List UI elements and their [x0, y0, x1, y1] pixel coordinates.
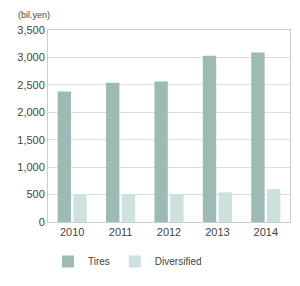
svg-text:Diversified: Diversified — [155, 256, 202, 267]
svg-text:0: 0 — [39, 216, 45, 228]
svg-text:1,000: 1,000 — [17, 161, 45, 173]
svg-text:2010: 2010 — [60, 226, 84, 238]
svg-text:2,500: 2,500 — [17, 79, 45, 91]
svg-text:2013: 2013 — [205, 226, 229, 238]
svg-text:2,000: 2,000 — [17, 106, 45, 118]
svg-text:Tires: Tires — [88, 256, 110, 267]
svg-text:2014: 2014 — [254, 226, 278, 238]
svg-text:1,500: 1,500 — [17, 134, 45, 146]
svg-text:500: 500 — [26, 188, 44, 200]
svg-text:3,000: 3,000 — [17, 51, 45, 63]
svg-text:(bil.yen): (bil.yen) — [18, 10, 50, 20]
svg-text:2011: 2011 — [109, 226, 133, 238]
svg-text:2012: 2012 — [157, 226, 181, 238]
svg-text:3,500: 3,500 — [17, 24, 45, 36]
